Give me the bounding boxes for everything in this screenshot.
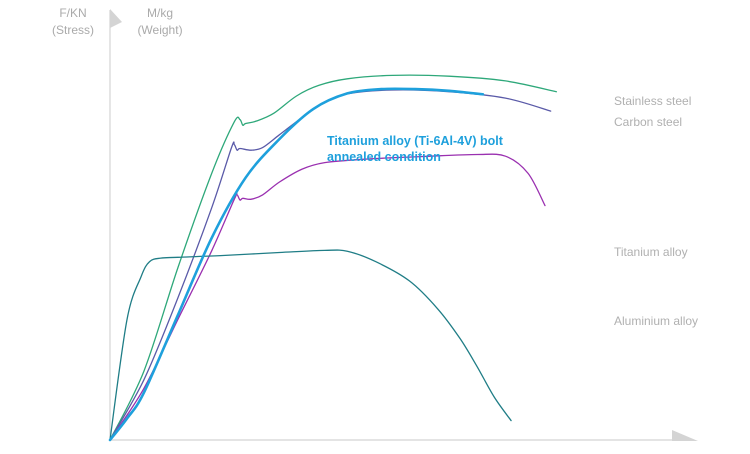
legend-stainless-steel: Stainless steel	[614, 94, 691, 108]
y-axis-label-stress: F/KN	[59, 6, 86, 20]
series-line-titanium-alloy-ti6al4v-bolt	[108, 87, 485, 442]
y-axis-label-stress-sub: (Stress)	[52, 23, 94, 37]
series-line-stainless-steel	[109, 74, 558, 441]
x-axis-arrow	[672, 430, 698, 441]
legend-aluminium-alloy: Aluminium alloy	[614, 314, 698, 328]
annotation-line2: annealed condition	[327, 150, 441, 164]
series-line-aluminium-alloy	[109, 249, 512, 441]
legend-carbon-steel: Carbon steel	[614, 115, 682, 129]
y-axis-arrow	[110, 9, 122, 28]
y-axis-label-weight-sub: (Weight)	[137, 23, 182, 37]
legend-titanium-alloy: Titanium alloy	[614, 245, 688, 259]
series-line-titanium-alloy	[109, 153, 546, 441]
annotation-line1: Titanium alloy (Ti-6Al-4V) bolt	[327, 134, 504, 148]
series-layer	[108, 74, 558, 442]
y-axis-label-weight: M/kg	[147, 6, 173, 20]
